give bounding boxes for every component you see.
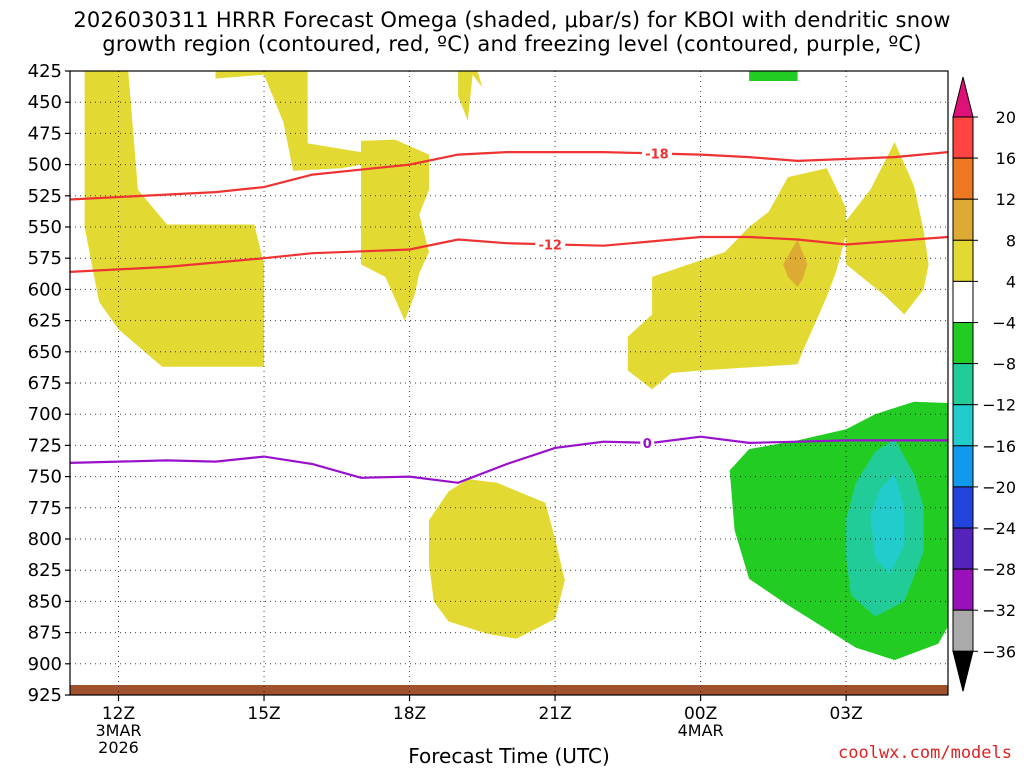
y-tick-label-500: 500 [28, 155, 62, 176]
colorbar-segment-1 [952, 157, 974, 200]
y-tick-label-700: 700 [28, 404, 62, 425]
omega-region-3 [458, 71, 483, 121]
y-tick-label-575: 575 [28, 248, 62, 269]
colorbar-label-4: 4 [1006, 272, 1016, 291]
contour-line--12 [70, 235, 948, 273]
contour-label--18: -18 [645, 147, 669, 162]
colorbar-legend: 20 16 12 8 4 −4 −8 −12 −16 −20 −24 −28 −32 −36 [952, 76, 1016, 692]
x-tick-label-18Z: 18Z [393, 704, 426, 724]
credit-watermark: coolwx.com/models [838, 743, 1012, 763]
y-tick-label-525: 525 [28, 186, 62, 207]
colorbar-top-triangle [952, 76, 974, 118]
colorbar-label-12: −32 [982, 601, 1016, 620]
colorbar-segment-2 [952, 198, 974, 241]
y-tick-label-625: 625 [28, 311, 62, 332]
x-tick-label-15Z: 15Z [247, 704, 280, 724]
colorbar-label-13: −36 [982, 642, 1016, 661]
y-tick-label-675: 675 [28, 373, 62, 394]
chart-title-line-2: growth region (contoured, red, ºC) and f… [102, 32, 922, 56]
y-tick-label-450: 450 [28, 92, 62, 113]
y-tick-label-650: 650 [28, 342, 62, 363]
x-axis-label: Forecast Time (UTC) [0, 744, 1024, 768]
y-tick-label-825: 825 [28, 560, 62, 581]
y-tick-label-900: 900 [28, 654, 62, 675]
colorbar-segment-11 [952, 568, 974, 611]
y-axis: 425 450 475 500 525 550 575 600 625 650 675 700 725 7… [28, 61, 70, 706]
x-tick-label-12Z: 12Z [102, 704, 135, 724]
grid-lines [70, 70, 948, 696]
y-tick-label-875: 875 [28, 623, 62, 644]
colorbar-label-11: −28 [982, 560, 1016, 579]
y-tick-label-775: 775 [28, 498, 62, 519]
y-tick-label-850: 850 [28, 591, 62, 612]
contour-label-bg--18 [641, 146, 672, 161]
contour-label--12: -12 [538, 238, 562, 253]
contour-line-0 [70, 435, 948, 484]
contour-lines: -18 -12 0 [70, 146, 948, 484]
colorbar-label-6: −8 [992, 355, 1016, 374]
colorbar-bottom-triangle [952, 650, 974, 692]
colorbar-segment-12 [952, 609, 974, 652]
colorbar-label-10: −24 [982, 519, 1016, 538]
contour-line--18 [70, 151, 948, 201]
colorbar-label-1: 16 [996, 149, 1016, 168]
colorbar-segment-9 [952, 486, 974, 529]
colorbar-segment-7 [952, 404, 974, 447]
y-tick-label-475: 475 [28, 123, 62, 144]
colorbar-label-8: −16 [982, 437, 1016, 456]
y-tick-label-725: 725 [28, 435, 62, 456]
x-tick-sublabel-2026: 2026 [98, 738, 139, 757]
chart-title-line-1: 2026030311 HRRR Forecast Omega (shaded, … [73, 8, 951, 32]
omega-region-0 [84, 71, 264, 367]
x-tick-label-21Z: 21Z [538, 704, 571, 724]
colorbar-label-3: 8 [1006, 231, 1016, 250]
omega-region-4 [627, 168, 847, 390]
colorbar-segment-8 [952, 445, 974, 488]
colorbar-label-5: −4 [992, 314, 1016, 333]
y-tick-label-925: 925 [28, 685, 62, 706]
colorbar-label-0: 20 [996, 108, 1016, 127]
terrain-ground [70, 685, 948, 695]
omega-region-7 [429, 479, 565, 639]
colorbar-segment-0 [952, 116, 974, 159]
omega-region-2 [361, 139, 429, 321]
contour-label-bg-0 [640, 435, 655, 450]
y-tick-label-550: 550 [28, 217, 62, 238]
colorbar-segment-6 [952, 363, 974, 406]
omega-region-5 [783, 239, 808, 287]
omega-region-6 [846, 142, 929, 315]
contour-label-0: 0 [643, 437, 652, 452]
x-tick-label-03Z: 03Z [829, 704, 862, 724]
x-tick-sublabel-4MAR: 4MAR [678, 721, 724, 740]
contour-label-bg--12 [535, 237, 566, 252]
colorbar-label-9: −20 [982, 478, 1016, 497]
colorbar-segment-3 [952, 239, 974, 282]
omega-region-1 [215, 71, 361, 171]
colorbar-segment-10 [952, 527, 974, 570]
omega-region-8 [749, 71, 798, 81]
colorbar-segment-5 [952, 322, 974, 365]
omega-region-11 [870, 474, 905, 574]
y-tick-label-800: 800 [28, 529, 62, 550]
x-tick-sublabel-3MAR: 3MAR [95, 721, 141, 740]
y-tick-label-425: 425 [28, 61, 62, 82]
y-tick-label-600: 600 [28, 279, 62, 300]
x-tick-label-00Z: 00Z [684, 704, 717, 724]
omega-shaded-regions [84, 71, 948, 661]
x-axis-label-text: Forecast Time (UTC) [408, 744, 610, 768]
colorbar-label-2: 12 [996, 190, 1016, 209]
y-tick-label-750: 750 [28, 467, 62, 488]
colorbar-label-7: −12 [982, 396, 1016, 415]
colorbar-segment-4 [952, 280, 974, 323]
